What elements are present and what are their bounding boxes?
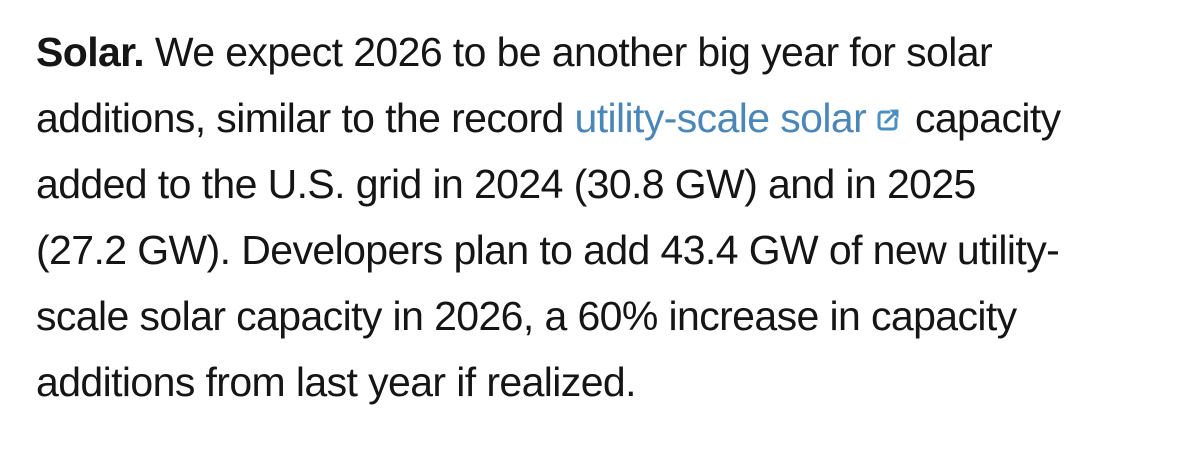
line2-text-before-link: additions, similar to the record: [36, 95, 575, 141]
paragraph-line-1: Solar. We expect 2026 to be another big …: [36, 19, 1180, 85]
paragraph-line-6: additions from last year if realized.: [36, 359, 637, 405]
article-excerpt: Solar. We expect 2026 to be another big …: [36, 19, 1180, 415]
paragraph-line-2: additions, similar to the record utility…: [36, 85, 1180, 151]
paragraph-lead: Solar.: [36, 29, 145, 75]
paragraph-line-3: added to the U.S. grid in 2024 (30.8 GW)…: [36, 161, 976, 207]
paragraph-line-5: scale solar capacity in 2026, a 60% incr…: [36, 293, 1017, 339]
solar-paragraph: Solar. We expect 2026 to be another big …: [36, 19, 1180, 415]
utility-scale-solar-link[interactable]: utility-scale solar: [574, 95, 867, 141]
line1-text: We expect 2026 to be another big year fo…: [144, 29, 993, 75]
external-link-icon[interactable]: [873, 106, 902, 135]
paragraph-line-4: (27.2 GW). Developers plan to add 43.4 G…: [36, 227, 1060, 273]
line2-text-after-link: capacity: [904, 95, 1061, 141]
